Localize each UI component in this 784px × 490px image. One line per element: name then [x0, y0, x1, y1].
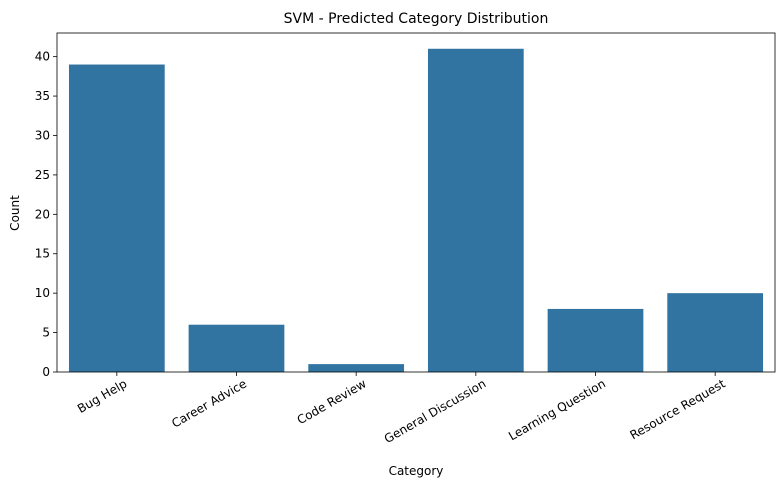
x-tick-label: Code Review — [295, 376, 369, 427]
y-tick-label: 25 — [35, 168, 50, 182]
bar-general-discussion — [427, 48, 524, 373]
x-tick-label: General Discussion — [382, 376, 489, 446]
x-tick-label: Resource Request — [627, 376, 727, 442]
y-tick-label: 10 — [35, 286, 50, 300]
axes-frame — [56, 32, 776, 373]
bar-resource-request — [667, 293, 764, 372]
x-tick-label: Learning Question — [506, 376, 608, 443]
y-tick-label: 0 — [42, 365, 50, 379]
bar-career-advice — [188, 324, 285, 372]
bar-code-review — [308, 364, 405, 372]
y-tick-label: 40 — [35, 50, 50, 64]
plot-area: 0 5 10 15 20 25 30 35 40 Bug Help Career Advice Cod… — [35, 32, 776, 446]
chart-title: SVM - Predicted Category Distribution — [284, 11, 549, 27]
y-tick-label: 5 — [42, 326, 50, 340]
y-tick-label: 20 — [35, 207, 50, 221]
y-tick-label: 35 — [35, 89, 50, 103]
x-tick-label: Bug Help — [75, 376, 129, 415]
x-tick-label: Career Advice — [169, 376, 249, 430]
bar-bug-help — [68, 64, 165, 372]
x-axis-label: Category — [389, 464, 444, 478]
y-tick-label: 15 — [35, 247, 50, 261]
y-tick-label: 30 — [35, 128, 50, 142]
bar-learning-question — [547, 308, 644, 372]
y-axis-label: Count — [8, 195, 22, 231]
